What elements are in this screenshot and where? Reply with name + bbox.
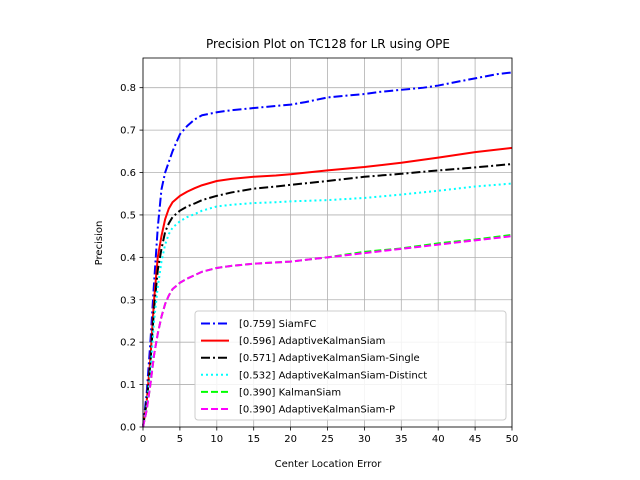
legend-box <box>194 310 507 421</box>
y-axis-label: Precision <box>94 221 105 266</box>
y-tick-label: 0.1 <box>120 380 136 391</box>
y-tick-label: 0.3 <box>120 295 136 306</box>
y-tick-label: 0.5 <box>120 210 136 221</box>
y-tick-label: 0.8 <box>120 83 136 94</box>
series-lines <box>142 71 513 428</box>
axis-ticks: 0 5 10 15 20 25 30 35 40 45 50 0.0 0.1 0.2 0.3 0.4 0.5 0.… <box>120 83 518 445</box>
x-tick-label: 45 <box>469 434 482 445</box>
legend-entry-label: [0.532] AdaptiveKalmanSiam-Distinct <box>239 370 427 381</box>
legend-entry-label: [0.571] AdaptiveKalmanSiam-Single <box>239 353 420 364</box>
y-tick-label: 0.0 <box>120 423 136 434</box>
x-tick-label: 10 <box>210 434 223 445</box>
series-line-2 <box>142 163 513 428</box>
series-line-1 <box>142 146 513 428</box>
x-tick-label: 25 <box>321 434 334 445</box>
x-tick-label: 50 <box>506 434 519 445</box>
y-tick-label: 0.4 <box>120 253 136 264</box>
y-tick-label: 0.6 <box>120 168 136 179</box>
series-line-3 <box>142 182 513 428</box>
x-tick-label: 15 <box>247 434 260 445</box>
x-tick-label: 20 <box>284 434 297 445</box>
legend: [0.759] SiamFC [0.596] AdaptiveKalmanSiam… <box>194 310 507 421</box>
x-axis-label: Center Location Error <box>275 459 383 470</box>
y-tick-label: 0.2 <box>120 338 136 349</box>
chart-title: Precision Plot on TC128 for LR using OPE <box>206 37 450 51</box>
x-tick-label: 35 <box>395 434 408 445</box>
legend-entry-label: [0.596] AdaptiveKalmanSiam <box>239 336 385 347</box>
series-line-5 <box>142 235 513 428</box>
legend-entry-label: [0.390] AdaptiveKalmanSiam-P <box>239 405 395 416</box>
legend-entry-label: [0.390] KalmanSiam <box>239 387 341 398</box>
x-tick-label: 40 <box>432 434 445 445</box>
legend-entry-label: [0.759] SiamFC <box>239 319 316 330</box>
x-tick-label: 30 <box>358 434 371 445</box>
x-tick-label: 5 <box>177 434 183 445</box>
y-tick-label: 0.7 <box>120 126 136 137</box>
x-tick-label: 0 <box>140 434 146 445</box>
series-line-0 <box>142 71 513 428</box>
